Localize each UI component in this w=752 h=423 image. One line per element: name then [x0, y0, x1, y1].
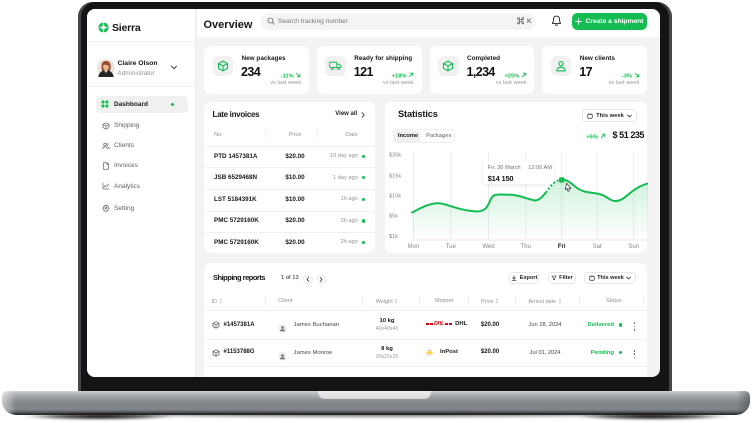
- svg-text:Sun: Sun: [628, 244, 639, 250]
- svg-text:Thu: Thu: [521, 244, 531, 250]
- svg-text:Wed: Wed: [482, 244, 494, 250]
- svg-text:$15k: $15k: [389, 173, 401, 179]
- svg-text:Mon: Mon: [408, 244, 420, 250]
- svg-text:$5k: $5k: [389, 214, 398, 220]
- svg-text:$10k: $10k: [389, 194, 401, 200]
- svg-text:$20k: $20k: [389, 153, 401, 159]
- svg-text:$1k: $1k: [389, 234, 398, 240]
- svg-text:Sat: Sat: [593, 244, 602, 250]
- svg-text:Tue: Tue: [446, 244, 457, 250]
- svg-text:Fri: Fri: [558, 244, 566, 250]
